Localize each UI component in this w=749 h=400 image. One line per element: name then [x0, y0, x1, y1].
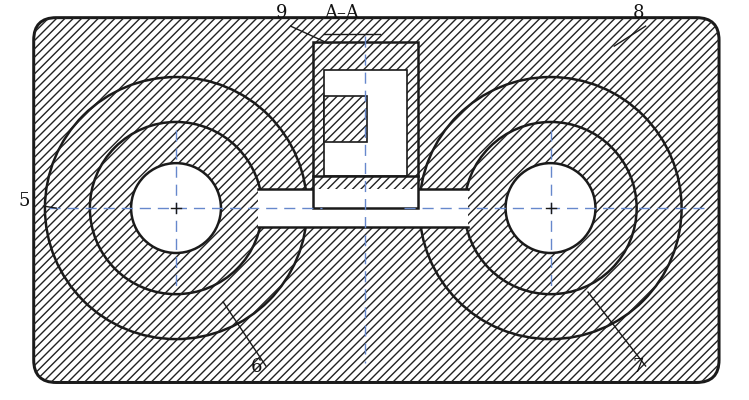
Circle shape	[506, 163, 595, 253]
Bar	[313, 42, 418, 208]
Circle shape	[131, 163, 221, 253]
Bar	[258, 189, 468, 227]
Text: 7: 7	[633, 358, 644, 376]
Text: 5: 5	[19, 192, 30, 210]
Bar	[324, 96, 367, 142]
Text: 9: 9	[276, 4, 287, 22]
Bar	[324, 70, 407, 176]
Circle shape	[90, 122, 262, 294]
Circle shape	[464, 122, 637, 294]
Text: A–A: A–A	[324, 4, 360, 22]
Text: 6: 6	[251, 358, 262, 376]
Text: 8: 8	[633, 4, 644, 22]
Circle shape	[45, 77, 307, 339]
Bar	[324, 96, 367, 142]
FancyBboxPatch shape	[34, 18, 719, 382]
Circle shape	[419, 77, 682, 339]
Bar	[313, 42, 418, 189]
